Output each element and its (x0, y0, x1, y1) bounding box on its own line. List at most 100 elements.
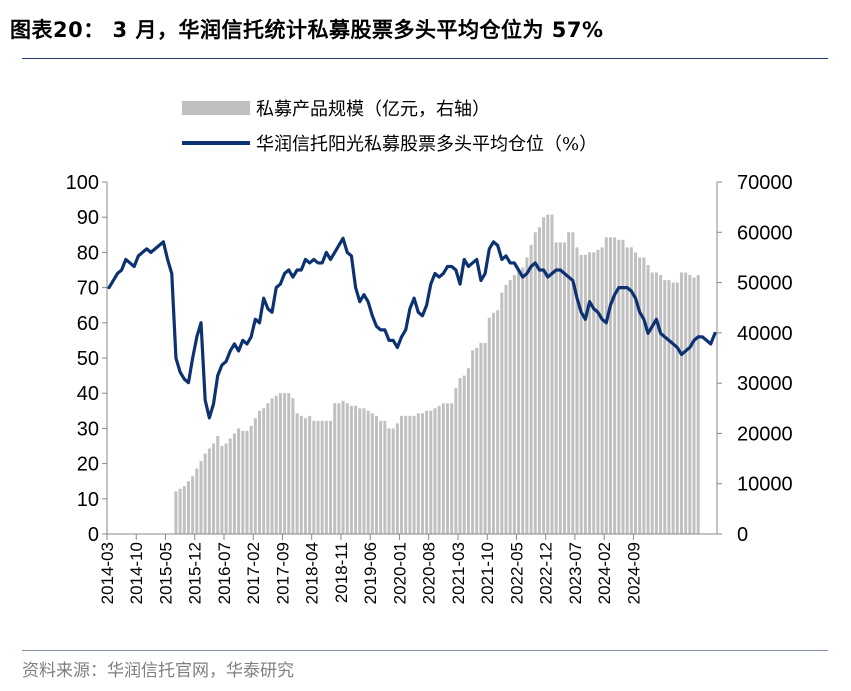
x-tick-label: 2016-07 (215, 542, 234, 604)
axes: 0 10 20 30 40 50 60 70 80 90 100 0 10000 20000 30000 40… (66, 172, 793, 604)
chart-title: 图表20： 3 月，华润信托统计私募股票多头平均仓位为 57% (10, 18, 604, 42)
bar-67 (387, 428, 391, 534)
bar-81 (446, 403, 450, 534)
x-tick-label: 2024-09 (624, 542, 643, 604)
bar-123 (621, 239, 625, 534)
bar-127 (638, 257, 642, 534)
bar-101 (529, 244, 533, 535)
bar-78 (433, 408, 437, 534)
bar-129 (646, 264, 650, 534)
x-tick-label: 2018-11 (332, 542, 351, 603)
bar-53 (329, 420, 333, 534)
right-tick-label: 30000 (737, 373, 793, 395)
bar-51 (320, 420, 324, 534)
left-tick-label: 30 (77, 418, 99, 440)
bar-118 (600, 247, 604, 534)
bar-62 (366, 410, 370, 534)
bar-28 (224, 443, 228, 534)
bar-64 (374, 415, 378, 534)
x-tick-label: 2015-05 (157, 542, 176, 604)
bar-17 (178, 488, 182, 534)
bar-97 (512, 275, 516, 534)
x-tick-label: 2014-10 (127, 542, 146, 604)
legend: 私募产品规模（亿元，右轴） 华润信托阳光私募股票多头平均仓位（%） (182, 99, 597, 155)
bar-45 (295, 413, 299, 534)
x-tick-label: 2024-02 (595, 542, 614, 604)
bar-73 (412, 415, 416, 534)
bar-128 (642, 257, 646, 534)
bar-42 (283, 393, 287, 534)
right-tick-label: 70000 (737, 172, 793, 194)
left-tick-label: 70 (77, 278, 99, 300)
bar-38 (266, 403, 270, 534)
bar-69 (395, 423, 399, 534)
x-tick-label: 2021-10 (478, 542, 497, 604)
bar-71 (404, 415, 408, 534)
bar-75 (420, 413, 424, 534)
bar-35 (253, 418, 257, 534)
bar-70 (400, 415, 404, 534)
x-tick-label: 2022-12 (537, 542, 556, 604)
x-tick-label: 2018-04 (303, 542, 322, 604)
bar-83 (454, 388, 458, 534)
bar-86 (466, 368, 470, 534)
bar-104 (542, 217, 546, 534)
bar-33 (245, 430, 249, 534)
bar-138 (684, 272, 688, 534)
left-tick-label: 20 (77, 454, 99, 476)
bar-89 (479, 342, 483, 534)
bar-126 (634, 252, 638, 534)
source-note: 资料来源：华润信托官网，华泰研究 (22, 661, 294, 681)
bar-121 (613, 237, 617, 534)
bar-137 (679, 272, 683, 534)
bar-134 (667, 280, 671, 534)
bar-47 (303, 418, 307, 534)
bar-57 (345, 403, 349, 534)
bar-88 (475, 347, 479, 534)
bar-74 (416, 413, 420, 534)
bar-16 (174, 491, 178, 534)
right-tick-label: 10000 (737, 474, 793, 496)
bar-95 (504, 285, 508, 534)
position-line (107, 236, 717, 420)
bar-96 (508, 280, 512, 534)
x-tick-label: 2020-08 (420, 542, 439, 604)
bar-37 (262, 408, 266, 534)
bar-66 (383, 420, 387, 534)
bar-92 (491, 312, 495, 534)
bar-58 (349, 405, 353, 534)
bar-30 (232, 433, 236, 534)
bar-46 (299, 415, 303, 534)
bar-25 (212, 443, 216, 534)
bar-22 (199, 461, 203, 534)
bar-117 (596, 249, 600, 534)
bar-54 (333, 403, 337, 534)
bar-43 (287, 393, 291, 534)
left-tick-label: 90 (77, 207, 99, 229)
bar-107 (554, 242, 558, 534)
bar-109 (563, 242, 567, 534)
bar-112 (575, 247, 579, 534)
bar-106 (550, 214, 554, 534)
bar-122 (617, 239, 621, 534)
bar-116 (592, 252, 596, 534)
x-tick-label: 2014-03 (98, 542, 117, 604)
bar-72 (408, 415, 412, 534)
bar-21 (195, 468, 199, 534)
bar-141 (696, 275, 700, 534)
bar-125 (629, 247, 633, 534)
bar-119 (604, 237, 608, 534)
left-tick-label: 10 (77, 489, 99, 511)
bar-68 (391, 428, 395, 534)
bar-98 (517, 272, 521, 534)
x-tick-label: 2020-01 (391, 542, 410, 604)
right-tick-label: 0 (737, 524, 748, 546)
bar-29 (228, 438, 232, 534)
bar-34 (249, 425, 253, 534)
bar-55 (337, 403, 341, 534)
bar-59 (354, 405, 358, 534)
bar-77 (429, 410, 433, 534)
bar-132 (659, 275, 663, 534)
bar-124 (625, 247, 629, 534)
right-tick-label: 60000 (737, 222, 793, 244)
